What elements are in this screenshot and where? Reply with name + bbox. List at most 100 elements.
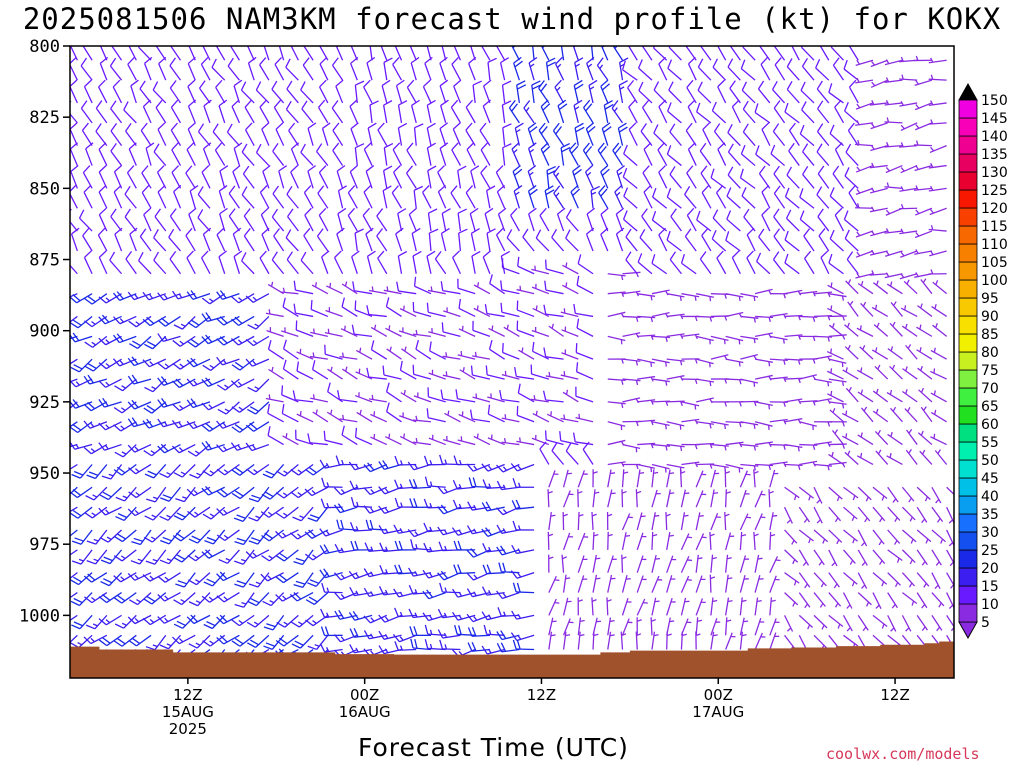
wind-barb (848, 46, 859, 61)
wind-barb (327, 382, 343, 403)
wind-barb (725, 532, 735, 551)
wind-barb (574, 57, 584, 81)
wind-barb (716, 250, 727, 275)
wind-barb (84, 335, 108, 348)
wind-barb (173, 184, 182, 209)
wind-barb (710, 443, 729, 451)
wind-barb (128, 142, 137, 166)
wind-barb (572, 432, 594, 446)
wind-barb (710, 513, 721, 531)
wind-barb (293, 572, 314, 588)
wind-barb (572, 46, 579, 61)
wind-barb (784, 314, 803, 321)
wind-barb (301, 100, 314, 124)
wind-barb (347, 207, 358, 232)
wind-barb (621, 489, 627, 508)
wind-barb (340, 325, 358, 337)
wind-barb (798, 486, 814, 501)
wind-barb (275, 506, 299, 519)
wind-barb (528, 56, 538, 81)
wind-barb (172, 378, 196, 389)
wind-barb (931, 303, 947, 317)
x-tick-label: 12Z (880, 686, 909, 704)
wind-barb (712, 58, 727, 81)
wind-barb (158, 56, 167, 81)
wind-barb (739, 531, 747, 550)
wind-barb (754, 632, 766, 650)
wind-barb (70, 335, 78, 340)
colorbar-label: 105 (981, 255, 1008, 271)
wind-barb (742, 123, 756, 147)
wind-barb (770, 144, 785, 167)
wind-barb (548, 470, 559, 488)
wind-barb (831, 429, 845, 445)
wind-barb (699, 142, 712, 166)
wind-barb (874, 364, 889, 380)
wind-barb (622, 315, 641, 322)
wind-barb (761, 184, 771, 209)
wind-barb (889, 364, 903, 380)
wind-barb (622, 443, 641, 453)
wind-barb (287, 208, 299, 232)
wind-barb (304, 549, 329, 561)
wind-barb (426, 142, 436, 166)
wind-barb (82, 165, 93, 189)
wind-barb (409, 46, 417, 61)
wind-barb (262, 592, 285, 607)
y-tick-label: 950 (29, 464, 60, 484)
wind-barb (622, 332, 641, 339)
credit-link[interactable]: coolwx.com/models (826, 745, 980, 763)
wind-barb (636, 555, 647, 573)
wind-barb (451, 56, 462, 81)
wind-barb (856, 367, 874, 380)
wind-barb (394, 540, 417, 551)
wind-barb (110, 122, 123, 147)
wind-barb (905, 449, 918, 465)
wind-barb (157, 292, 181, 301)
wind-barb (562, 262, 579, 275)
wind-barb (305, 463, 329, 476)
wind-barb (113, 572, 137, 583)
wind-barb (203, 99, 212, 124)
colorbar-label: 145 (981, 111, 1008, 127)
wind-barb (813, 592, 826, 608)
wind-barb (817, 100, 830, 124)
wind-barb (860, 301, 874, 317)
wind-barb (562, 532, 574, 551)
wind-barb (857, 486, 872, 502)
wind-barb (575, 413, 594, 423)
wind-barb (259, 99, 270, 124)
wind-barb (768, 489, 774, 508)
wind-barb (590, 46, 594, 61)
wind-barb (931, 572, 941, 590)
wind-barb (216, 614, 240, 625)
wind-barb (300, 81, 314, 104)
wind-barb (696, 293, 714, 302)
wind-barb (319, 643, 343, 653)
wind-barb (171, 142, 182, 166)
wind-barb (408, 608, 432, 619)
wind-barb (451, 142, 462, 166)
wind-barb (932, 323, 948, 337)
wind-barb (70, 634, 78, 644)
wind-barb (83, 374, 108, 385)
wind-barb (761, 122, 771, 146)
wind-barb (931, 506, 944, 523)
colorbar-label: 40 (981, 489, 999, 505)
wind-barb (356, 409, 373, 423)
wind-barb (666, 631, 672, 650)
wind-barb (754, 421, 773, 430)
wind-barb (929, 207, 947, 216)
wind-barb (650, 617, 656, 636)
colorbar-swatch (958, 171, 978, 191)
wind-barb (906, 429, 918, 445)
wind-barb (552, 122, 565, 147)
wind-barb (501, 100, 512, 123)
wind-barb (934, 449, 948, 465)
wind-barb (725, 421, 744, 428)
wind-barb (337, 185, 347, 209)
wind-barb (606, 597, 612, 616)
wind-barb (428, 228, 439, 252)
wind-barb (377, 250, 388, 275)
wind-barb (303, 227, 314, 252)
